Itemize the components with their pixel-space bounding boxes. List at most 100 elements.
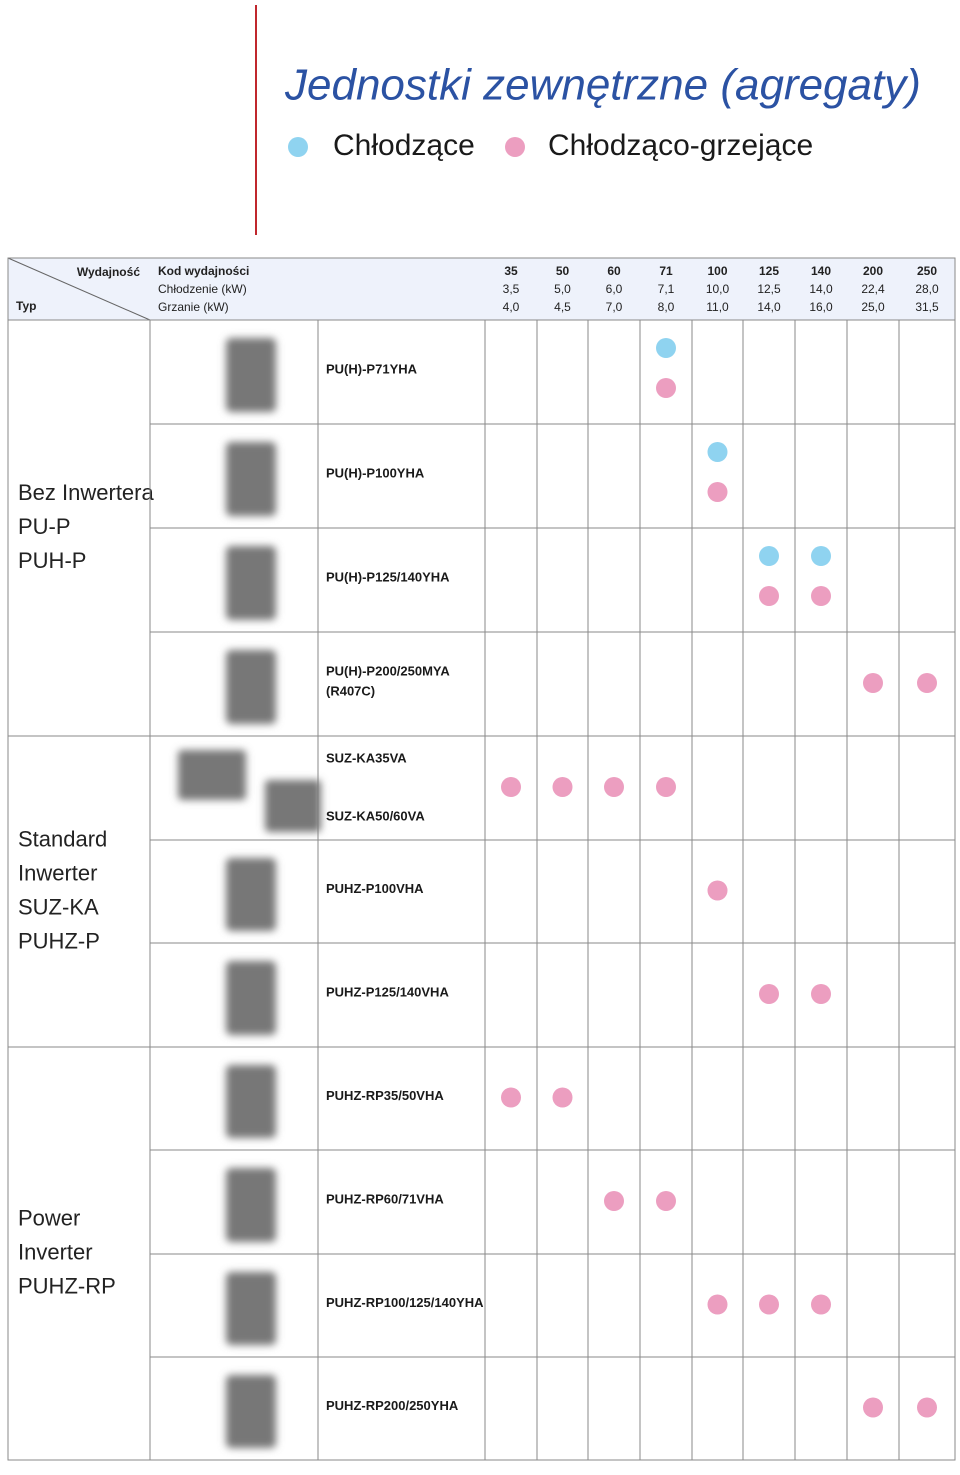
col-heating: 11,0 bbox=[706, 300, 729, 314]
heating-dot bbox=[917, 1397, 937, 1418]
col-code: 35 bbox=[504, 264, 518, 278]
heating-dot bbox=[917, 673, 937, 693]
group-label: Power bbox=[18, 1205, 80, 1230]
heating-dot bbox=[604, 1191, 624, 1211]
hb: Kod wydajności bbox=[158, 264, 249, 278]
model: PUHZ-P125/140VHA bbox=[326, 984, 449, 999]
title: Jednostki zewnętrzne (agregaty) bbox=[284, 61, 921, 110]
heating-dot bbox=[759, 984, 779, 1004]
header-border bbox=[7, 257, 956, 321]
col-cooling: 6,0 bbox=[606, 282, 623, 296]
heating-dot bbox=[707, 482, 728, 502]
legend-dot bbox=[505, 137, 525, 157]
group-label: PUH-P bbox=[18, 548, 86, 573]
heating-dot bbox=[552, 1087, 573, 1108]
hd: Grzanie (kW) bbox=[158, 300, 229, 314]
col-cooling: 14,0 bbox=[809, 282, 833, 296]
product-image bbox=[226, 546, 276, 620]
col-code: 71 bbox=[659, 264, 673, 278]
row-cell bbox=[149, 1356, 956, 1461]
col-heating: 8,0 bbox=[658, 300, 675, 314]
cooling-dot bbox=[707, 442, 728, 462]
product-image bbox=[226, 961, 276, 1035]
heating-dot bbox=[501, 1087, 521, 1108]
model: PUHZ-RP100/125/140YHA bbox=[326, 1295, 484, 1310]
group-label: PU-P bbox=[18, 514, 71, 539]
col-heating: 31,5 bbox=[915, 300, 939, 314]
heating-dot bbox=[501, 777, 521, 797]
group-label: Inverter bbox=[18, 1239, 93, 1264]
heating-dot bbox=[811, 984, 831, 1004]
model: (R407C) bbox=[326, 683, 375, 698]
col-code: 125 bbox=[759, 264, 779, 278]
col-code: 50 bbox=[556, 264, 570, 278]
model: SUZ-KA50/60VA bbox=[326, 808, 425, 823]
diagonal bbox=[7, 257, 151, 321]
legend-dot bbox=[288, 137, 308, 157]
col-cooling: 22,4 bbox=[861, 282, 885, 296]
col-cooling: 5,0 bbox=[554, 282, 571, 296]
product-image bbox=[226, 1065, 276, 1138]
model: PU(H)-P71YHA bbox=[326, 361, 418, 376]
heating-dot bbox=[656, 777, 676, 797]
product-image bbox=[226, 442, 276, 516]
product-image bbox=[226, 650, 276, 724]
product-image bbox=[226, 1375, 276, 1448]
heating-dot bbox=[656, 378, 676, 398]
group-cell bbox=[7, 735, 151, 1048]
legend-label: Chłodzące bbox=[333, 129, 475, 162]
group-label: Bez Inwertera bbox=[18, 480, 154, 505]
product-image bbox=[226, 1168, 276, 1242]
col-heating: 16,0 bbox=[809, 300, 833, 314]
cooling-dot bbox=[656, 338, 676, 358]
heating-dot bbox=[863, 673, 883, 693]
heating-dot bbox=[656, 1191, 676, 1211]
product-image bbox=[226, 1272, 276, 1345]
model: PU(H)-P100YHA bbox=[326, 465, 425, 480]
col-code: 100 bbox=[707, 264, 727, 278]
legend-label: Chłodząco-grzejące bbox=[548, 129, 813, 162]
model: PUHZ-RP200/250YHA bbox=[326, 1398, 459, 1413]
corner-bottom: Typ bbox=[16, 299, 36, 313]
col-code: 60 bbox=[607, 264, 621, 278]
heating-dot bbox=[811, 586, 831, 606]
cooling-dot bbox=[759, 546, 779, 566]
col-code: 200 bbox=[863, 264, 883, 278]
group-label: Inwerter bbox=[18, 860, 97, 885]
model: PU(H)-P200/250MYA bbox=[326, 663, 450, 678]
header-bg bbox=[8, 258, 955, 320]
heating-dot bbox=[604, 777, 624, 797]
product-image bbox=[265, 780, 321, 832]
model: PUHZ-P100VHA bbox=[326, 881, 424, 896]
model: PU(H)-P125/140YHA bbox=[326, 569, 450, 584]
col-cooling: 28,0 bbox=[915, 282, 939, 296]
col-cooling: 3,5 bbox=[503, 282, 520, 296]
heating-dot bbox=[707, 1294, 728, 1315]
product-image bbox=[226, 858, 276, 931]
col-cooling: 10,0 bbox=[706, 282, 730, 296]
col-code: 250 bbox=[917, 264, 937, 278]
heating-dot bbox=[811, 1294, 831, 1315]
model: PUHZ-RP60/71VHA bbox=[326, 1191, 444, 1206]
col-heating: 14,0 bbox=[757, 300, 781, 314]
col-heating: 4,5 bbox=[554, 300, 571, 314]
col-cooling: 7,1 bbox=[658, 282, 675, 296]
product-image bbox=[178, 750, 246, 800]
cooling-dot bbox=[811, 546, 831, 566]
product-image bbox=[226, 338, 276, 412]
group-label: SUZ-KA bbox=[18, 894, 99, 919]
group-label: PUHZ-P bbox=[18, 928, 100, 953]
group-label: PUHZ-RP bbox=[18, 1273, 116, 1298]
heating-dot bbox=[552, 777, 573, 797]
col-cooling: 12,5 bbox=[757, 282, 781, 296]
col-heating: 25,0 bbox=[861, 300, 885, 314]
col-code: 140 bbox=[811, 264, 831, 278]
corner-top: Wydajność bbox=[77, 265, 140, 279]
model: SUZ-KA35VA bbox=[326, 750, 407, 765]
heating-dot bbox=[759, 586, 779, 606]
hd: Chłodzenie (kW) bbox=[158, 282, 247, 296]
heating-dot bbox=[759, 1294, 779, 1315]
col-heating: 7,0 bbox=[606, 300, 623, 314]
col-heating: 4,0 bbox=[503, 300, 520, 314]
